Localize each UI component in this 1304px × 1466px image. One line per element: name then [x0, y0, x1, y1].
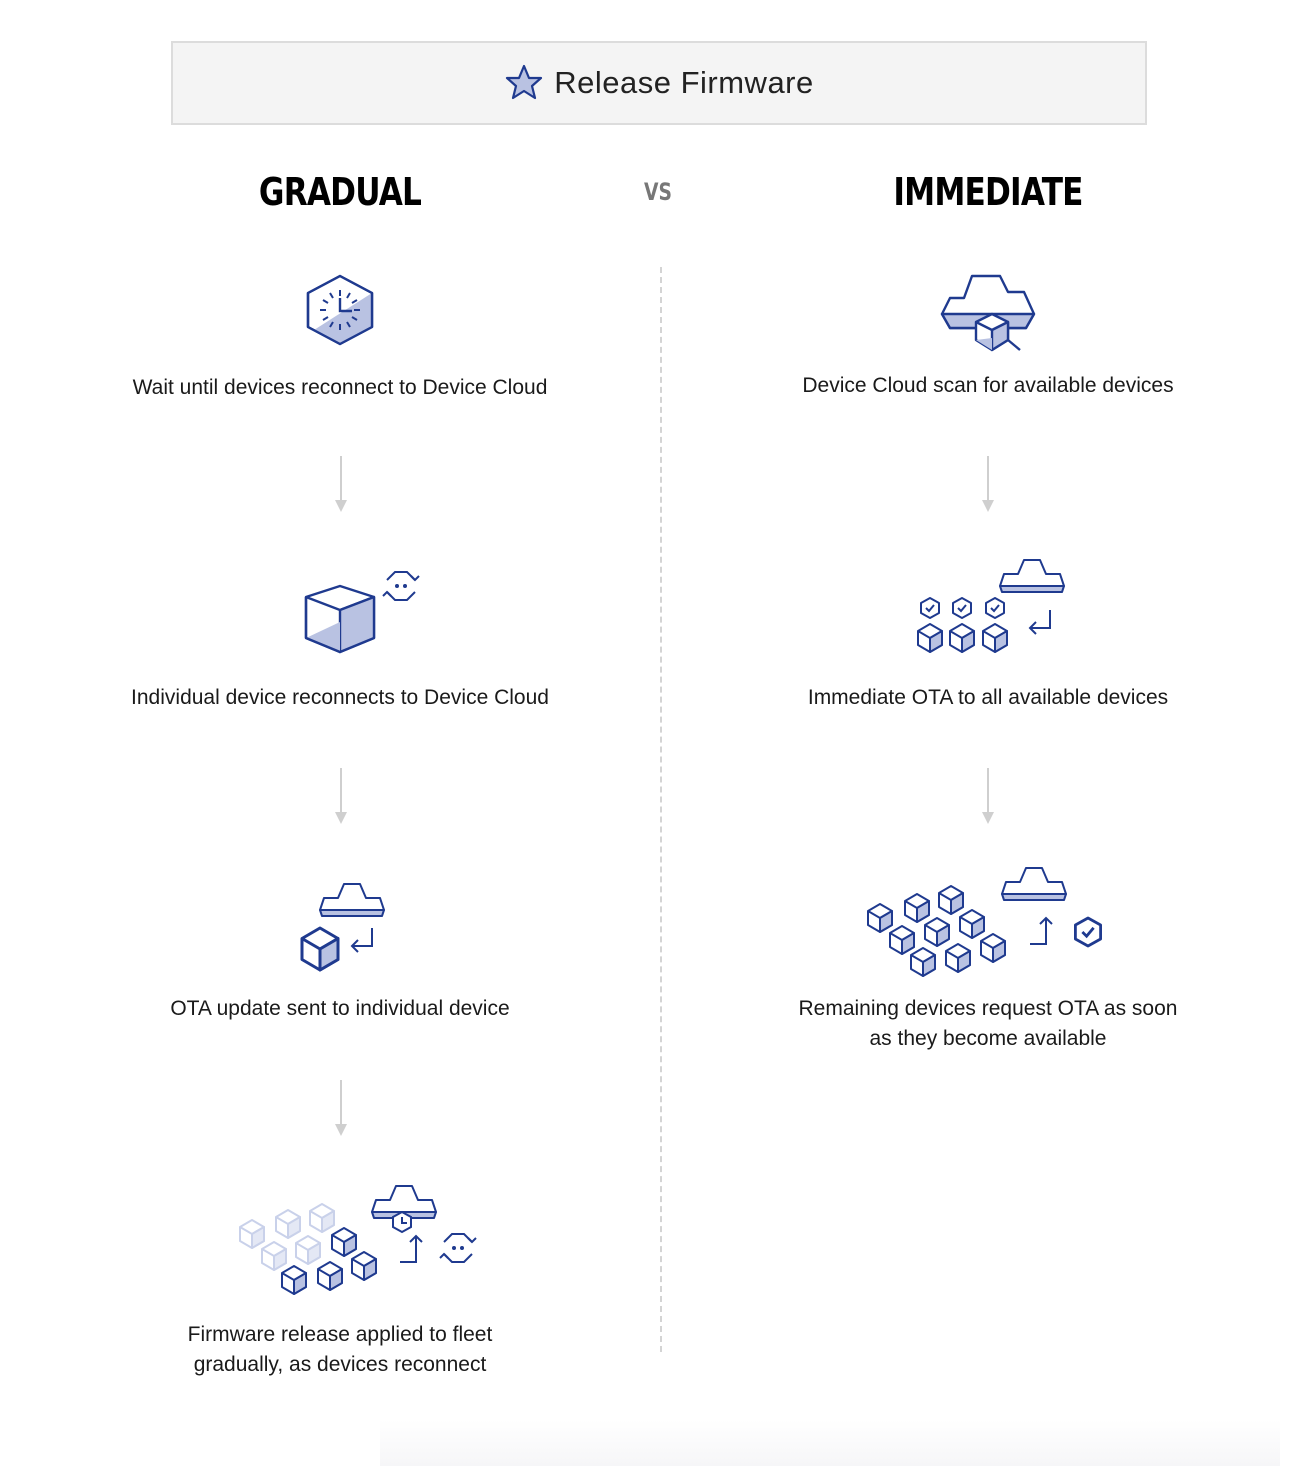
- devices-request-ota-icon: [867, 867, 1102, 977]
- cloud-to-many-devices-icon: [917, 559, 1065, 653]
- bottom-fade: [380, 1420, 1280, 1466]
- cloud-scan-icon: [940, 274, 1036, 352]
- cloud-to-device-icon: [300, 883, 385, 972]
- immediate-step-2-label: Immediate OTA to all available devices: [807, 686, 1169, 709]
- immediate-arrow-1: [981, 456, 995, 513]
- immediate-step-3-label: Remaining devices request OTA as soon as…: [798, 997, 1178, 1050]
- release-firmware-banner: Release Firmware: [171, 41, 1147, 125]
- vs-separator: VS: [644, 178, 672, 206]
- immediate-step-1-label: Device Cloud scan for available devices: [802, 374, 1174, 397]
- gradual-step-1-label: Wait until devices reconnect to Device C…: [132, 376, 548, 399]
- cube-reconnect-icon: [304, 571, 420, 654]
- star-icon: [506, 64, 543, 100]
- clock-hexagon-icon: [306, 274, 374, 346]
- gradual-arrow-1: [334, 456, 348, 513]
- banner-title: Release Firmware: [554, 65, 814, 100]
- gradual-arrow-2: [334, 768, 348, 825]
- fleet-gradual-icon: [239, 1185, 477, 1295]
- gradual-step-2-label: Individual device reconnects to Device C…: [131, 686, 549, 709]
- column-divider: [660, 267, 662, 1352]
- immediate-arrow-2: [981, 768, 995, 825]
- immediate-heading: IMMEDIATE: [893, 170, 1083, 214]
- gradual-heading: GRADUAL: [258, 170, 422, 214]
- gradual-step-4-label: Firmware release applied to fleet gradua…: [187, 1323, 493, 1376]
- gradual-arrow-3: [334, 1080, 348, 1137]
- gradual-step-3-label: OTA update sent to individual device: [170, 997, 510, 1020]
